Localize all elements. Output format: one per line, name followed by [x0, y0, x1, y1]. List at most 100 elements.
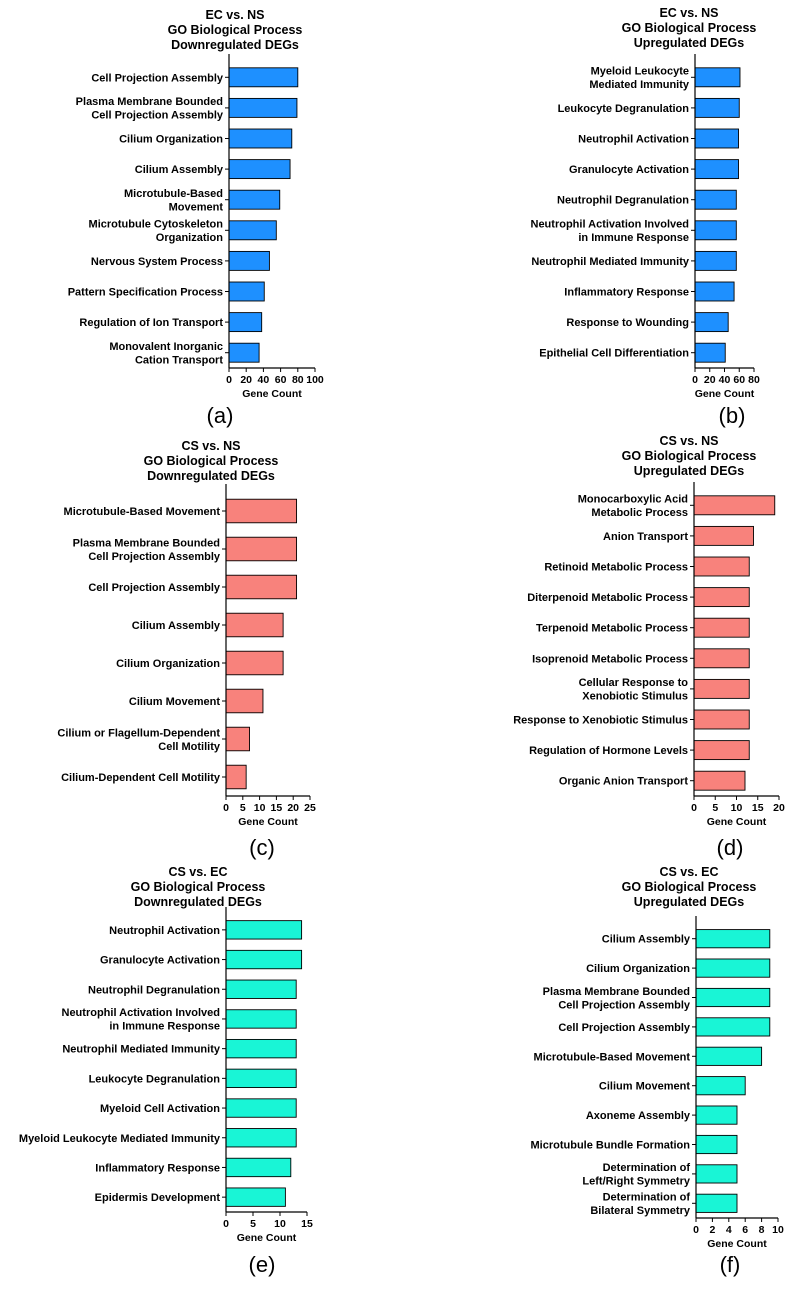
- x-tick-label: 5: [712, 802, 718, 814]
- x-tick-label: 0: [693, 1224, 699, 1236]
- x-tick-label: 20: [773, 802, 785, 814]
- bar: [225, 979, 297, 999]
- bar: [695, 1017, 771, 1037]
- category-label: Mediated Immunity: [589, 79, 690, 91]
- category-label: Microtubule-Based: [124, 188, 223, 200]
- category-label: Organization: [156, 232, 224, 244]
- x-tick-label: 80: [748, 374, 760, 386]
- category-label: Cilium Assembly: [135, 164, 224, 176]
- panel-label: (e): [249, 1252, 276, 1277]
- category-label: Pattern Specification Process: [68, 287, 223, 299]
- category-label: Bilateral Symmetry: [590, 1205, 691, 1217]
- category-label: Response to Wounding: [566, 317, 689, 329]
- x-tick-label: 100: [306, 374, 324, 386]
- x-tick-label: 0: [223, 802, 229, 814]
- category-label: Epithelial Cell Differentiation: [539, 348, 689, 360]
- x-tick-label: 10: [772, 1224, 784, 1236]
- bar: [225, 1098, 297, 1118]
- panel-label: (b): [719, 403, 746, 428]
- category-label: Cilium or Flagellum-Dependent: [57, 727, 220, 739]
- x-tick-label: 2: [709, 1224, 715, 1236]
- category-label: Monocarboxylic Acid: [578, 494, 688, 506]
- x-tick-label: 10: [274, 1218, 286, 1230]
- category-label: Organic Anion Transport: [559, 776, 688, 788]
- x-tick-label: 20: [287, 802, 299, 814]
- bar: [228, 220, 277, 241]
- x-tick-label: 40: [719, 374, 731, 386]
- bar: [695, 929, 771, 949]
- bar: [694, 312, 729, 333]
- chart-title-line: GO Biological Process: [622, 880, 757, 894]
- x-axis-label: Gene Count: [238, 816, 298, 828]
- panel-label: (d): [717, 835, 744, 860]
- category-label: Myeloid Leukocyte: [591, 66, 689, 78]
- bar: [694, 128, 739, 149]
- category-label: Cilium-Dependent Cell Motility: [61, 772, 221, 784]
- bar: [695, 1193, 738, 1213]
- bar: [225, 920, 303, 940]
- bar: [225, 1187, 286, 1207]
- bar: [228, 67, 299, 88]
- bar: [695, 1164, 738, 1184]
- bar: [694, 220, 737, 241]
- category-label: Cell Projection Assembly: [88, 582, 221, 594]
- category-label: Microtubule-Based Movement: [534, 1051, 691, 1063]
- bar: [225, 1157, 292, 1178]
- category-label: Inflammatory Response: [564, 287, 689, 299]
- bar: [228, 128, 293, 149]
- chart-title-line: Upregulated DEGs: [634, 895, 744, 909]
- category-label: Response to Xenobiotic Stimulus: [513, 715, 688, 727]
- bar: [694, 250, 737, 271]
- bar: [693, 648, 750, 669]
- chart-title-line: GO Biological Process: [144, 454, 279, 468]
- category-label: Cell Projection Assembly: [558, 999, 691, 1011]
- bar: [228, 281, 265, 302]
- category-label: Anion Transport: [603, 531, 688, 543]
- chart-title-line: Downregulated DEGs: [147, 469, 275, 483]
- bar: [225, 650, 284, 676]
- bar: [228, 159, 291, 180]
- bar: [694, 189, 737, 210]
- bar: [228, 97, 298, 118]
- bar: [225, 1068, 297, 1089]
- category-label: Microtubule Bundle Formation: [531, 1140, 691, 1152]
- bar: [225, 764, 247, 790]
- bar: [695, 958, 771, 978]
- category-label: Monovalent Inorganic: [109, 341, 223, 353]
- x-tick-label: 0: [692, 374, 698, 386]
- category-label: Neutrophil Activation Involved: [62, 1007, 221, 1019]
- category-label: Plasma Membrane Bounded: [543, 986, 690, 998]
- bar: [695, 1046, 763, 1066]
- category-label: Granulocyte Activation: [569, 164, 689, 176]
- chart-title-line: CS vs. EC: [168, 865, 227, 879]
- chart-title-line: CS vs. EC: [659, 865, 718, 879]
- category-label: Neutrophil Activation: [109, 925, 220, 937]
- bar: [693, 556, 750, 577]
- bar: [225, 1038, 297, 1059]
- bar: [225, 1128, 297, 1148]
- category-label: Cilium Movement: [129, 696, 220, 708]
- bar: [225, 574, 298, 600]
- category-label: Cilium Movement: [599, 1081, 690, 1093]
- category-label: Determination of: [603, 1162, 691, 1174]
- x-tick-label: 5: [240, 802, 246, 814]
- category-label: Cilium Organization: [119, 134, 223, 146]
- category-label: in Immune Response: [109, 1021, 220, 1033]
- category-label: Myeloid Leukocyte Mediated Immunity: [19, 1133, 221, 1145]
- category-label: Metabolic Process: [591, 507, 688, 519]
- category-label: Inflammatory Response: [95, 1162, 220, 1174]
- chart-title-line: CS vs. NS: [181, 439, 240, 453]
- x-tick-label: 40: [258, 374, 270, 386]
- category-label: Microtubule-Based Movement: [64, 506, 221, 518]
- bar: [694, 97, 740, 118]
- category-label: Left/Right Symmetry: [582, 1176, 690, 1188]
- category-label: Retinoid Metabolic Process: [544, 562, 688, 574]
- panel-label: (a): [207, 403, 234, 428]
- x-tick-label: 6: [742, 1224, 748, 1236]
- x-tick-label: 0: [226, 374, 232, 386]
- x-tick-label: 60: [733, 374, 745, 386]
